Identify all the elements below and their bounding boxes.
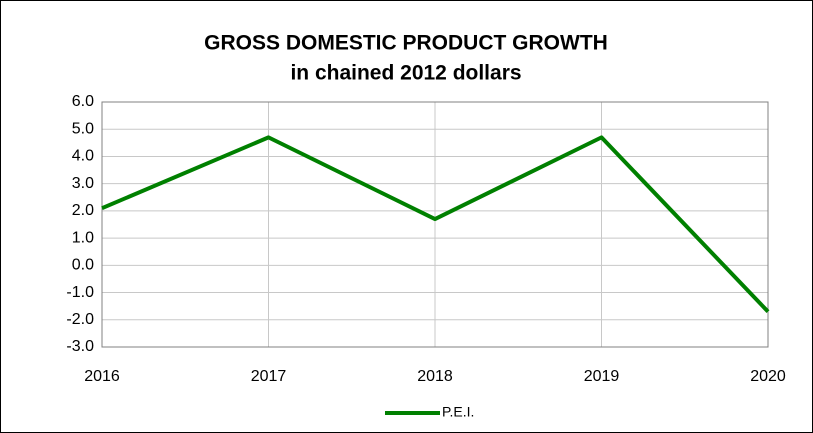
- y-tick-label: 4.0: [72, 148, 94, 165]
- y-tick-label: -3.0: [66, 338, 94, 355]
- y-tick-label: 5.0: [72, 120, 94, 137]
- y-tick-label: -2.0: [66, 311, 94, 328]
- x-tick-label: 2019: [584, 368, 620, 385]
- x-tick-label: 2017: [251, 368, 287, 385]
- y-tick-label: 0.0: [72, 257, 94, 274]
- y-tick-label: 6.0: [72, 93, 94, 110]
- x-tick-label: 2020: [750, 368, 786, 385]
- legend-label: P.E.I.: [442, 404, 474, 420]
- plot-border: [101, 101, 769, 348]
- x-tick-label: 2016: [84, 368, 120, 385]
- chart-subtitle: in chained 2012 dollars: [290, 62, 521, 85]
- y-tick-label: 1.0: [72, 229, 94, 246]
- y-tick-label: -1.0: [66, 284, 94, 301]
- y-tick-label: 3.0: [72, 175, 94, 192]
- x-tick-label: 2018: [417, 368, 453, 385]
- chart-title: GROSS DOMESTIC PRODUCT GROWTH: [204, 32, 608, 55]
- line-series: [101, 135, 770, 313]
- y-tick-label: 2.0: [72, 202, 94, 219]
